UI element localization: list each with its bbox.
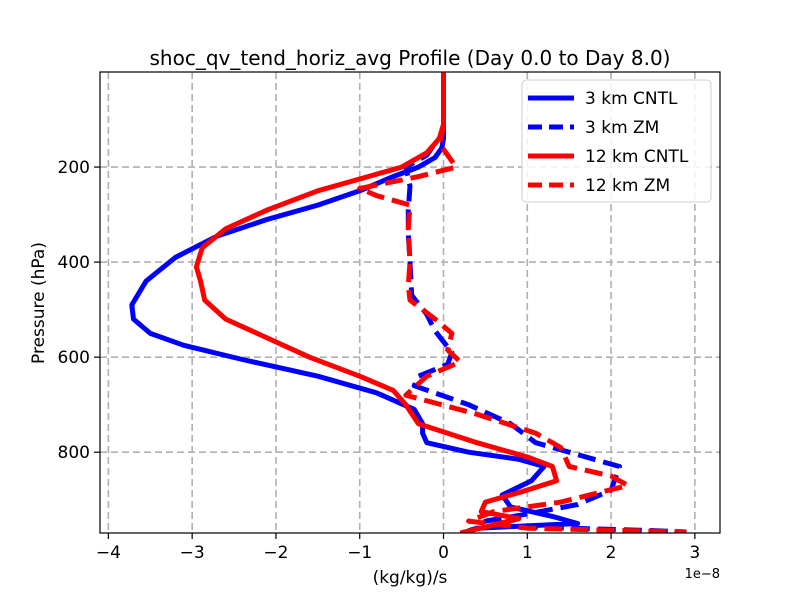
- x-tick-label: −4: [96, 543, 121, 563]
- x-axis-scale-label: 1e−8: [685, 567, 720, 582]
- y-axis-label: Pressure (hPa): [29, 242, 49, 364]
- x-axis-label: (kg/kg)/s: [373, 568, 448, 588]
- y-tick-label: 600: [58, 348, 90, 368]
- x-tick-label: 3: [689, 543, 700, 563]
- x-tick-label: −1: [347, 543, 372, 563]
- legend-label-3-km-zm: 3 km ZM: [585, 118, 659, 138]
- series-lines: [129, 72, 687, 533]
- legend-frame: [521, 79, 712, 203]
- series-line-12-km-cntl: [193, 72, 560, 533]
- series-line-12-km-zm: [357, 72, 687, 533]
- x-tick-label: −3: [180, 543, 205, 563]
- y-tick-label: 400: [58, 253, 90, 273]
- legend-label-12-km-cntl: 12 km CNTL: [585, 147, 689, 167]
- legend-label-12-km-zm: 12 km ZM: [585, 176, 670, 196]
- y-tick-label: 800: [58, 443, 90, 463]
- legend-label-3-km-cntl: 3 km CNTL: [585, 89, 678, 109]
- legend: 3 km CNTL 3 km ZM 12 km CNTL 12 km ZM: [521, 79, 712, 203]
- x-tick-label: 2: [606, 543, 617, 563]
- axis-ticks: −4 −3 −2 −1 0 1 2 3 200 400 600 800: [58, 158, 701, 563]
- x-tick-label: −2: [263, 543, 288, 563]
- series-line-3-km-zm: [403, 72, 687, 533]
- chart-title: shoc_qv_tend_horiz_avg Profile (Day 0.0 …: [150, 46, 671, 70]
- series-line-3-km-cntl: [129, 72, 581, 533]
- x-tick-label: 1: [522, 543, 533, 563]
- y-tick-label: 200: [58, 158, 90, 178]
- x-tick-label: 0: [438, 543, 449, 563]
- plot-area-frame: [99, 71, 721, 534]
